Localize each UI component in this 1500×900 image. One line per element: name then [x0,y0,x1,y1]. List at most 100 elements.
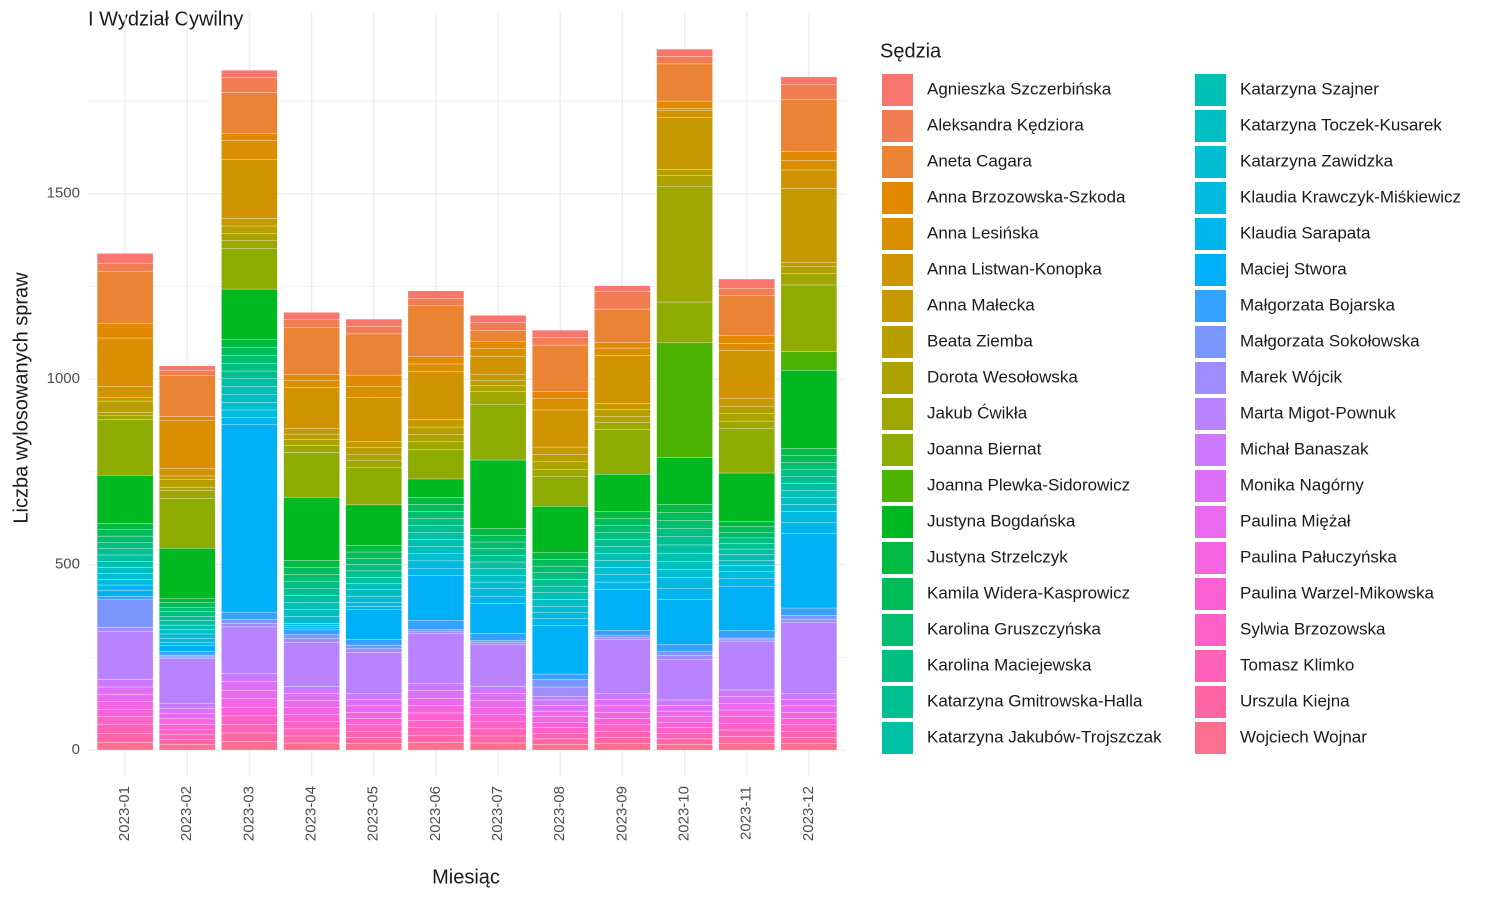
y-axis-title: Liczba wylosowanych spraw [10,272,32,524]
legend-label: Małgorzata Bojarska [1240,295,1396,314]
bar-segment [407,290,465,299]
bar-segment [221,690,278,700]
bar-segment [718,723,775,731]
bar-segment [159,658,216,704]
bar-segment [594,347,651,356]
bar-segment [469,322,527,331]
bar-segment [159,416,216,421]
bar-segment [718,472,775,522]
legend-label: Wojciech Wojnar [1240,727,1367,746]
legend-key [880,576,915,612]
bar-segment [594,308,651,343]
bar-segment [407,539,465,547]
bar-segment [159,602,216,608]
bar-segment [532,592,589,600]
bar-segment [407,511,465,519]
bar-segment [159,729,216,735]
bar-segment [718,709,775,717]
bar-segment [656,56,713,65]
bar-segment [780,718,838,725]
bar-segment [532,722,589,728]
bar-segment [221,724,278,734]
bar-segment [345,570,402,578]
bar-segment [345,705,402,713]
bar-segment [594,581,651,590]
bar-segment [780,188,838,263]
bar-segment [594,422,651,430]
bar-segment [283,574,340,582]
bar-segment [594,546,651,554]
bar-segment [345,504,402,546]
bar-segment [96,599,154,628]
legend-key [880,144,915,180]
bar-segment [718,630,775,639]
bar-segment [345,558,402,565]
bar-segment [780,169,838,189]
bar-segment [532,744,589,751]
bar-segment [221,732,278,742]
bar-segment [159,611,216,617]
bar-segment [407,697,465,706]
bar-segment [718,585,775,631]
bar-segment [780,490,838,498]
bar-segment [345,718,402,725]
legend-label: Aleksandra Kędziora [927,115,1084,134]
bar-segment [656,169,713,176]
bar-segment [780,730,838,738]
bar-segment [407,568,465,576]
legend-key [1193,72,1228,108]
legend-key [1193,468,1228,504]
legend-key [1193,540,1228,576]
bar-segment [718,743,775,751]
legend-label: Dorota Wesołowska [927,367,1078,386]
bar-segment [221,225,278,234]
bar-segment [407,620,465,630]
bar-segment [718,526,775,533]
bar-segment [96,561,154,568]
bar-segment [469,404,527,461]
legend-key [880,648,915,684]
bar-segment [283,742,340,751]
bar-segment [159,624,216,630]
bar-segment [594,693,651,700]
bar-segment [780,447,838,456]
legend-key [1193,324,1228,360]
bar-segment [407,305,465,357]
bar-segment [345,609,402,640]
bar-segment [532,559,589,567]
bar-segment [345,318,402,327]
bar-segment [159,713,216,720]
bar-segment [221,424,278,613]
bar-segment [96,548,154,556]
legend-label: Justyna Strzelczyk [927,547,1068,566]
bar-segment [283,728,340,737]
bar-segment [656,110,713,118]
legend-key [1193,720,1228,756]
bar-segment [221,363,278,372]
bar-segment [780,84,838,100]
bar-segment [532,686,589,697]
bar-segment [407,356,465,365]
bar-segment [221,140,278,160]
bar-segment [96,386,154,398]
bar-segment [780,462,838,470]
bar-segment [283,609,340,617]
bar-segment [718,639,775,642]
bar-segment [469,642,527,645]
bar-segment [221,370,278,379]
bar-segment [780,160,838,171]
legend-label: Michał Banaszak [1240,439,1369,458]
legend-key [1193,396,1228,432]
y-tick-label: 500 [55,556,80,573]
bar-segment [469,459,527,529]
legend-label: Agnieszka Szczerbińska [927,79,1112,98]
bar-segment [159,723,216,730]
bar-segment [221,623,278,628]
bar-segment [594,637,651,640]
bar-segment [656,63,713,102]
bar-segment [345,595,402,603]
bar-segment [594,429,651,475]
bar-segment [283,627,340,630]
bar-segment [594,567,651,575]
legend-label: Katarzyna Zawidzka [1240,151,1394,170]
